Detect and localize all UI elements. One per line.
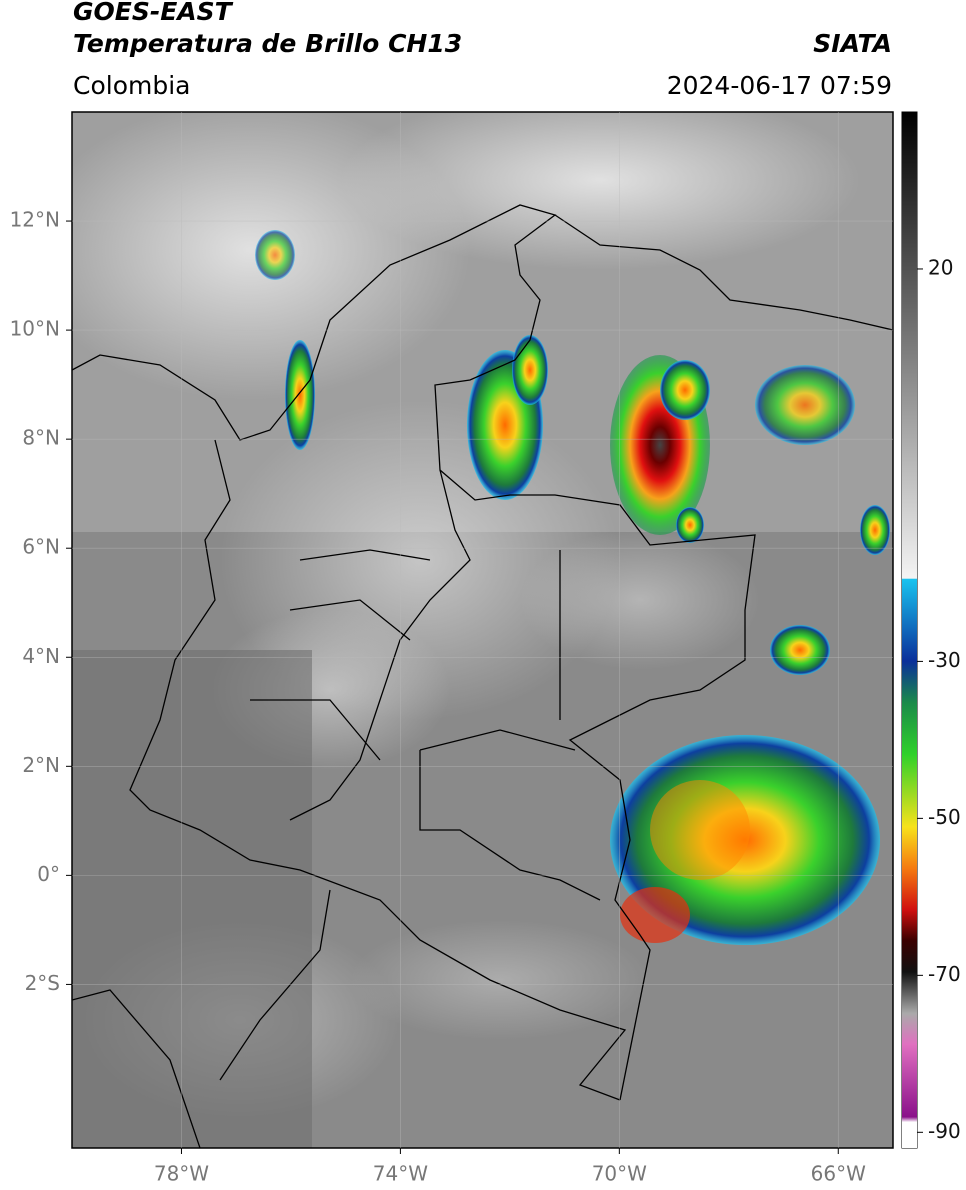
region: Colombia: [73, 71, 190, 100]
colorbar: [902, 112, 917, 1148]
satellite-image: [72, 112, 893, 1148]
map-frame: [71, 111, 894, 1149]
satellite-name: GOES-EAST: [73, 0, 234, 26]
y-tick-label: 2°S: [25, 971, 60, 995]
colorbar-tick-label: -70: [928, 962, 961, 986]
y-tick-label: 4°N: [22, 644, 60, 668]
product-title: Temperatura de Brillo CH13: [73, 29, 462, 58]
y-tick-label: 10°N: [10, 317, 60, 341]
y-tick-label: 2°N: [22, 753, 60, 777]
y-tick-label: 8°N: [22, 426, 60, 450]
x-tick-label: 70°W: [592, 1162, 647, 1186]
y-tick-label: 12°N: [10, 208, 60, 232]
y-tick-label: 0°: [37, 862, 60, 886]
agency: SIATA: [813, 29, 892, 58]
x-tick-label: 78°W: [154, 1162, 209, 1186]
timestamp: 2024-06-17 07:59: [667, 71, 892, 100]
colorbar-tick-label: 20: [928, 255, 953, 279]
x-tick-label: 74°W: [373, 1162, 428, 1186]
x-tick-label: 66°W: [811, 1162, 866, 1186]
colorbar-tick-label: -90: [928, 1119, 961, 1143]
colorbar-tick-label: -50: [928, 805, 961, 829]
colorbar-tick-label: -30: [928, 648, 961, 672]
y-tick-label: 6°N: [22, 535, 60, 559]
